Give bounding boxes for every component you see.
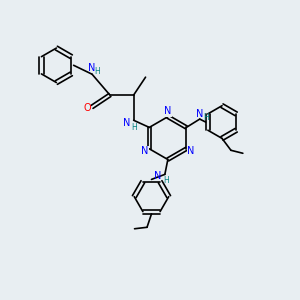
Text: H: H [94,67,100,76]
Text: N: N [122,118,130,128]
Text: H: H [131,123,137,132]
Text: O: O [84,103,92,113]
Text: N: N [154,171,161,181]
Text: H: H [164,176,169,185]
Text: H: H [203,113,208,122]
Text: N: N [88,63,96,73]
Text: N: N [187,146,195,157]
Text: N: N [164,106,172,116]
Text: N: N [141,146,148,157]
Text: N: N [196,109,203,119]
